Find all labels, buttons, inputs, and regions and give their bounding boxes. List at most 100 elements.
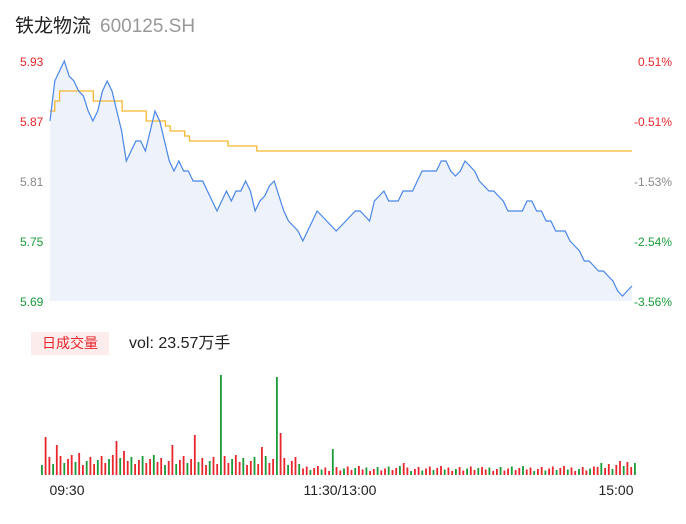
volume-bar	[302, 468, 304, 475]
volume-bar	[622, 466, 625, 475]
volume-bar	[59, 456, 62, 475]
price-tick: 5.93	[20, 55, 44, 69]
percent-axis: 0.51% -0.51% -1.53% -2.54% -3.56%	[634, 55, 672, 309]
price-tick: 5.69	[20, 295, 44, 309]
volume-bar	[208, 461, 211, 475]
stock-name: 铁龙物流	[15, 15, 91, 37]
volume-bar	[570, 467, 573, 475]
volume-bar	[164, 465, 166, 475]
volume-bar	[466, 468, 468, 475]
price-tick: 5.87	[20, 115, 44, 129]
price-line	[49, 59, 633, 297]
volume-bar	[630, 467, 633, 475]
volume-bars	[41, 375, 636, 475]
volume-bar	[100, 456, 103, 475]
volume-bar	[428, 466, 431, 475]
volume-bar	[387, 466, 390, 475]
volume-bar	[317, 466, 319, 475]
volume-bar	[619, 461, 621, 475]
volume-bar	[559, 468, 562, 475]
volume-bar	[343, 468, 345, 475]
volume-bar	[193, 435, 196, 475]
volume-bar	[473, 470, 476, 475]
time-axis: 09:30 11:30/13:00 15:00	[49, 482, 633, 498]
price-tick: 5.81	[20, 175, 44, 189]
volume-bar	[231, 459, 233, 475]
volume-bar	[540, 467, 543, 475]
price-area	[50, 61, 632, 301]
volume-bar	[372, 469, 375, 475]
volume-bar	[406, 467, 409, 475]
volume-bar	[190, 459, 192, 475]
volume-bar	[74, 462, 77, 475]
price-axis: 5.93 5.87 5.81 5.75 5.69	[20, 55, 44, 309]
volume-bar	[119, 458, 122, 475]
volume-bar	[522, 466, 524, 475]
volume-bar	[290, 461, 293, 475]
volume-bar	[96, 460, 99, 475]
volume-bar	[354, 468, 357, 475]
volume-bar	[563, 466, 565, 475]
volume-bar	[55, 445, 58, 475]
volume-bar	[186, 463, 189, 475]
volume-bar	[246, 465, 248, 475]
volume-bar	[391, 470, 394, 475]
volume-bar	[574, 471, 577, 475]
volume-bar	[481, 467, 483, 475]
volume-bar	[67, 459, 69, 475]
percent-tick: -1.53%	[634, 175, 672, 189]
volume-tab-bg[interactable]	[31, 332, 109, 355]
volume-bar	[242, 458, 245, 475]
volume-bar	[384, 468, 386, 475]
volume-bar	[201, 458, 204, 475]
volume-bar	[339, 470, 342, 475]
volume-bar	[346, 466, 349, 475]
volume-bar	[52, 464, 54, 475]
volume-bar	[421, 470, 424, 475]
volume-bar	[152, 455, 155, 475]
volume-bar	[380, 470, 383, 475]
volume-bar	[376, 467, 379, 475]
volume-bar	[358, 466, 360, 475]
volume-bar	[104, 463, 107, 475]
volume-bar	[402, 463, 405, 475]
volume-bar	[41, 465, 43, 475]
volume-bar	[335, 467, 338, 475]
volume-bar	[324, 467, 327, 475]
volume-bar	[223, 456, 226, 475]
volume-bar	[458, 467, 461, 475]
volume-bar	[85, 461, 88, 475]
volume-bar	[287, 465, 289, 475]
volume-bar	[123, 451, 125, 475]
percent-tick: -2.54%	[634, 235, 672, 249]
volume-bar	[525, 469, 528, 475]
volume-bar	[182, 456, 185, 475]
price-tick: 5.75	[20, 235, 44, 249]
volume-bar	[179, 460, 181, 475]
volume-bar	[272, 459, 274, 475]
volume-bar	[82, 465, 84, 475]
volume-bar	[171, 445, 174, 475]
volume-bar	[510, 466, 513, 475]
volume-bar	[134, 464, 136, 475]
volume-bar	[220, 375, 222, 475]
volume-bar	[238, 462, 241, 475]
volume-bar	[160, 458, 163, 475]
volume-bar	[313, 468, 316, 475]
volume-bar	[555, 470, 558, 475]
volume-bar	[253, 457, 256, 475]
volume-bar	[108, 459, 110, 475]
volume-bar	[130, 457, 133, 475]
volume-bar	[615, 465, 618, 475]
volume-tab-label[interactable]: 日成交量	[42, 335, 98, 351]
volume-bar	[492, 471, 495, 475]
volume-bar	[205, 465, 207, 475]
volume-bar	[544, 470, 547, 475]
volume-bar	[328, 471, 330, 475]
volume-bar	[44, 437, 47, 475]
volume-bar	[283, 458, 286, 475]
time-tick: 11:30/13:00	[304, 482, 377, 498]
volume-bar	[149, 459, 151, 475]
volume-bar	[488, 467, 491, 475]
volume-bar	[596, 467, 599, 475]
